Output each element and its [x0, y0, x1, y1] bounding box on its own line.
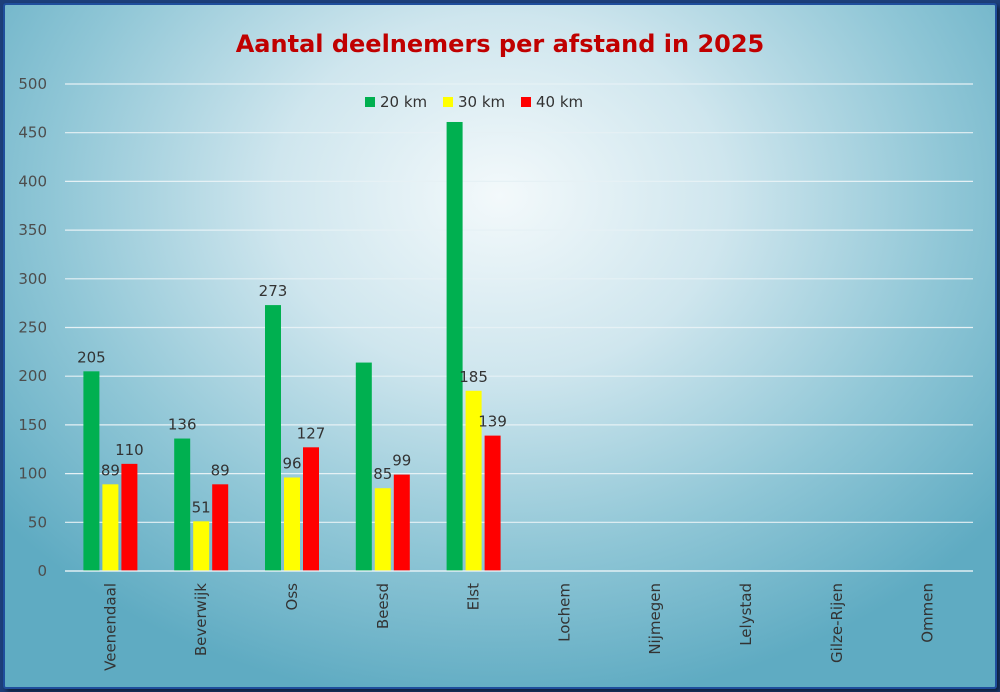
y-tick-label: 0 [37, 562, 47, 580]
bars [83, 121, 501, 572]
bar-40km-oss [303, 447, 319, 571]
bar-20km-veenendaal [83, 371, 100, 571]
category-label: Lelystad [737, 583, 755, 646]
data-label: 51 [192, 498, 211, 516]
bar-chart: Aantal deelnemers per afstand in 2025 0 5… [18, 30, 973, 671]
data-labels: 205 136 273 89 51 96 85 185 110 89 127 99 139 [77, 282, 507, 516]
legend-swatch-40km [521, 97, 531, 107]
data-label: 89 [101, 461, 120, 479]
y-tick-label: 100 [18, 465, 47, 483]
bar-40km-beesd [393, 474, 410, 571]
data-label: 110 [115, 441, 144, 459]
legend-label: 40 km [536, 93, 583, 111]
y-axis: 0 50 100 150 200 250 300 350 400 450 500 [18, 75, 47, 580]
y-tick-label: 150 [18, 416, 47, 434]
data-label: 96 [282, 454, 301, 472]
bar-40km-elst [484, 435, 501, 571]
category-label: Nijmegen [646, 583, 664, 655]
legend-swatch-30km [443, 97, 453, 107]
legend-label: 30 km [458, 93, 505, 111]
category-label: Lochem [555, 583, 573, 642]
data-label: 273 [259, 282, 288, 300]
y-tick-label: 400 [18, 172, 47, 190]
category-label: Oss [283, 583, 301, 611]
y-tick-label: 50 [28, 513, 47, 531]
category-label: Gilze-Rijen [828, 583, 846, 663]
data-label: 205 [77, 348, 106, 366]
y-tick-label: 450 [18, 124, 47, 142]
y-tick-label: 300 [18, 270, 47, 288]
data-label: 139 [478, 413, 507, 431]
legend-label: 20 km [380, 93, 427, 111]
y-tick-label: 500 [18, 75, 47, 93]
bar-30km-oss [284, 477, 300, 571]
bar-30km-veenendaal [102, 484, 119, 571]
y-tick-label: 200 [18, 367, 47, 385]
bar-30km-beverwijk [193, 521, 210, 571]
bar-30km-beesd [374, 488, 391, 571]
chart-frame: Aantal deelnemers per afstand in 2025 0 5… [3, 3, 997, 689]
legend-swatch-20km [365, 97, 375, 107]
data-label: 99 [392, 452, 411, 470]
data-label: 85 [373, 465, 392, 483]
data-label: 127 [297, 424, 326, 442]
bar-30km-elst [465, 390, 482, 571]
data-label: 136 [168, 416, 197, 434]
category-label: Ommen [919, 583, 937, 643]
data-label: 89 [211, 461, 230, 479]
bar-20km-elst [446, 121, 463, 572]
data-label: 185 [459, 368, 488, 386]
legend: 20 km 30 km 40 km [365, 93, 583, 111]
bar-20km-oss [265, 305, 281, 571]
y-tick-label: 250 [18, 319, 47, 337]
y-tick-label: 350 [18, 221, 47, 239]
category-label: Elst [465, 583, 483, 610]
x-axis: Veenendaal Beverwijk Oss Beesd Elst Lochem Nij… [65, 570, 973, 671]
category-label: Beverwijk [192, 583, 210, 656]
bar-40km-veenendaal [121, 463, 138, 571]
bar-20km-beesd [355, 362, 372, 571]
bar-40km-beverwijk [212, 484, 229, 571]
category-label: Veenendaal [101, 583, 119, 671]
category-label: Beesd [374, 583, 392, 629]
bar-20km-beverwijk [174, 438, 191, 571]
chart-title: Aantal deelnemers per afstand in 2025 [236, 30, 765, 58]
